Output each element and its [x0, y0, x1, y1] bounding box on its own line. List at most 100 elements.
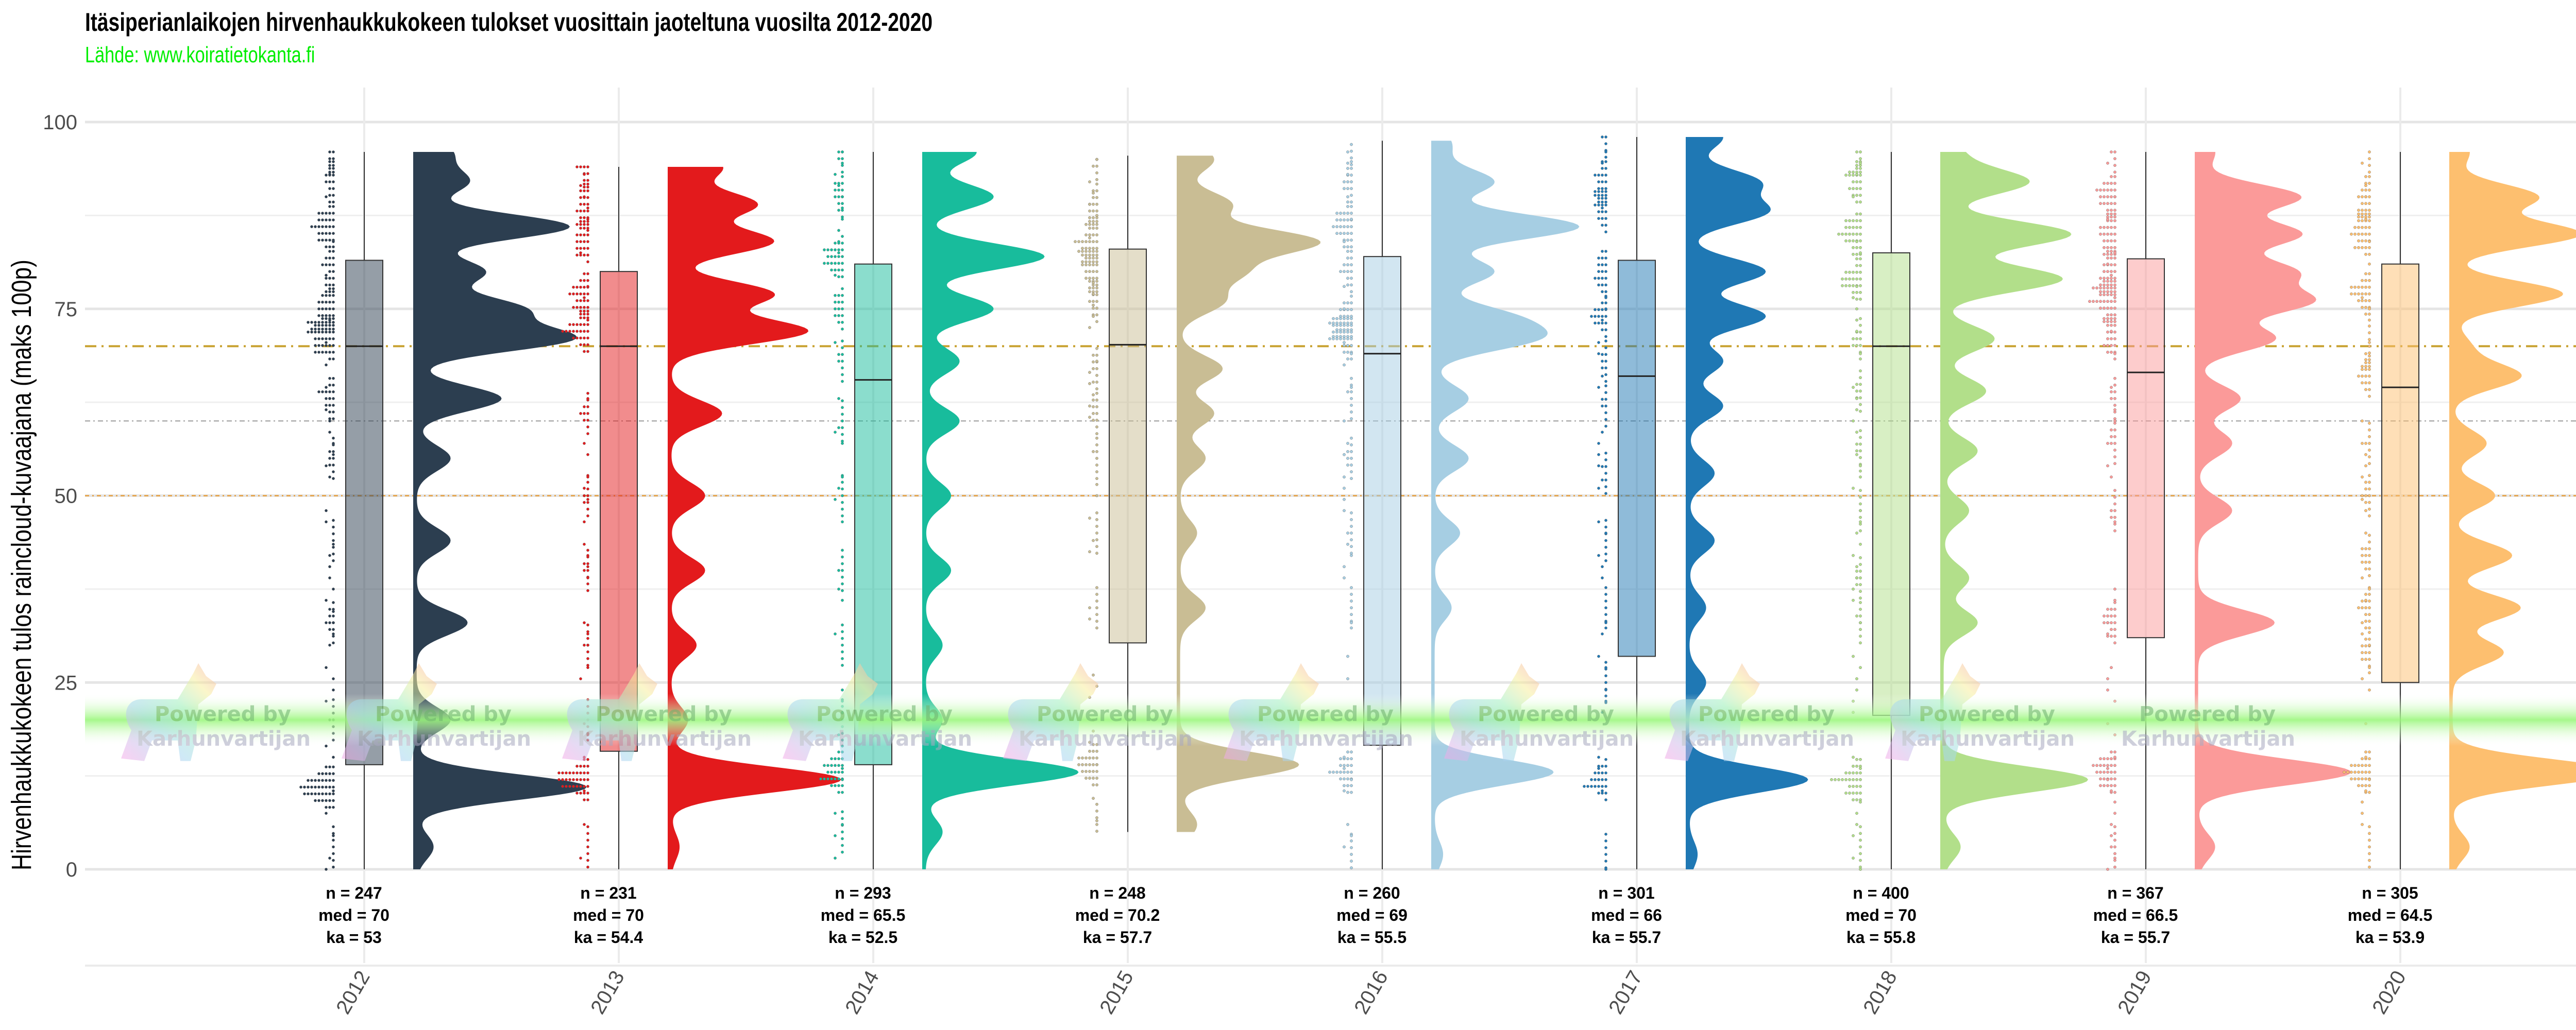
rain-dot	[2113, 226, 2116, 229]
rain-dot	[1335, 225, 1338, 228]
rain-dot	[2099, 290, 2102, 294]
box-2016	[1363, 256, 1401, 746]
rain-dot	[2099, 784, 2102, 787]
rain-dot	[1601, 478, 1604, 482]
rain-dot	[1852, 219, 1855, 222]
rain-dot	[328, 643, 331, 647]
rain-dot	[2368, 620, 2371, 623]
rain-dot	[325, 277, 328, 280]
rain-dot	[1852, 253, 1855, 256]
rain-dot	[2361, 188, 2364, 192]
rain-dot	[1859, 352, 1862, 355]
rain-dot	[325, 337, 328, 340]
rain-dot	[1604, 478, 1607, 482]
rain-dot	[1088, 227, 1091, 230]
rain-dot	[1095, 347, 1098, 350]
rain-dot	[1601, 190, 1604, 193]
rain-dot	[1855, 453, 1858, 456]
rain-dot	[2361, 381, 2364, 385]
rain-dot	[586, 432, 589, 435]
rain-dot	[1604, 525, 1607, 529]
stat-median: med = 66.5	[2093, 906, 2178, 924]
rain-dot	[557, 771, 561, 775]
rain-dot	[1095, 525, 1098, 528]
rain-dot	[841, 413, 844, 416]
rain-dot	[317, 328, 320, 331]
rain-dot	[2106, 306, 2109, 310]
rain-dot	[572, 336, 575, 340]
rain-dot	[1092, 263, 1095, 266]
rain-dot	[2110, 390, 2113, 393]
rain-dot	[2113, 856, 2116, 860]
rain-dot	[2113, 608, 2116, 611]
rain-dot	[586, 202, 589, 206]
rain-dot	[1081, 263, 1084, 266]
rain-dot	[1859, 436, 1862, 439]
rain-dot	[1350, 443, 1353, 447]
rain-dot	[1604, 833, 1607, 836]
rain-dot	[2106, 277, 2109, 280]
rain-dot	[328, 799, 331, 802]
rain-dot	[325, 290, 328, 294]
rain-dot	[2361, 292, 2364, 296]
rain-dot	[1859, 590, 1862, 593]
rain-dot	[314, 328, 317, 331]
rain-dot	[2361, 770, 2364, 774]
rain-dot	[332, 545, 335, 549]
rain-dot	[561, 778, 564, 781]
rain-dot	[1604, 860, 1607, 863]
rain-dot	[1604, 458, 1607, 461]
rain-dot	[1092, 250, 1095, 253]
dog-icon	[562, 663, 657, 761]
rain-dot	[1601, 256, 1604, 260]
rain-dot	[2368, 825, 2371, 829]
rain-dot	[579, 247, 582, 250]
rain-dot	[2110, 253, 2113, 256]
rain-dot	[2110, 344, 2113, 347]
rain-dot	[1590, 315, 1593, 318]
rain-dot	[1088, 280, 1091, 283]
rain-dot	[1095, 613, 1098, 616]
rain-dot	[586, 313, 589, 316]
rain-dot	[1848, 792, 1851, 795]
rain-dot	[2110, 397, 2113, 400]
rain-dot	[328, 218, 331, 221]
rain-dot	[2106, 239, 2109, 243]
rain-dot	[2368, 272, 2371, 276]
rain-dot	[1859, 246, 1862, 249]
rain-dot	[2364, 285, 2367, 289]
rain-dot	[332, 337, 335, 340]
rain-dot	[1346, 450, 1349, 453]
rain-dot	[1583, 785, 1586, 788]
rain-dot	[1343, 475, 1346, 479]
rain-dot	[314, 785, 317, 789]
rain-dot	[1088, 270, 1091, 273]
rain-dot	[325, 363, 328, 367]
rain-dot	[575, 771, 579, 775]
rain-dot	[328, 238, 331, 242]
rain-dot	[1346, 195, 1349, 198]
rain-dot	[1604, 492, 1607, 495]
rain-dot	[841, 321, 844, 324]
rain-dot	[586, 637, 589, 640]
rain-dot	[1859, 449, 1862, 453]
rain-dot	[2106, 868, 2109, 871]
rain-dot	[2113, 435, 2116, 438]
rain-dot	[332, 283, 335, 287]
rain-dot	[1597, 197, 1600, 200]
rain-dot	[841, 406, 844, 409]
rain-dot	[1346, 238, 1349, 242]
rain-dot	[1604, 674, 1607, 677]
rain-dot	[572, 330, 575, 333]
rain-dot	[1855, 160, 1858, 163]
rain-dot	[328, 856, 331, 860]
watermark-line1: Powered by	[1698, 702, 1835, 726]
rain-dot	[841, 555, 844, 559]
rain-dot	[325, 386, 328, 389]
rain-dot	[325, 314, 328, 317]
rain-dot	[2103, 195, 2106, 198]
rain-dot	[332, 390, 335, 393]
rain-dot	[317, 212, 320, 215]
rain-dot	[2110, 263, 2113, 266]
rain-dot	[1092, 220, 1095, 223]
